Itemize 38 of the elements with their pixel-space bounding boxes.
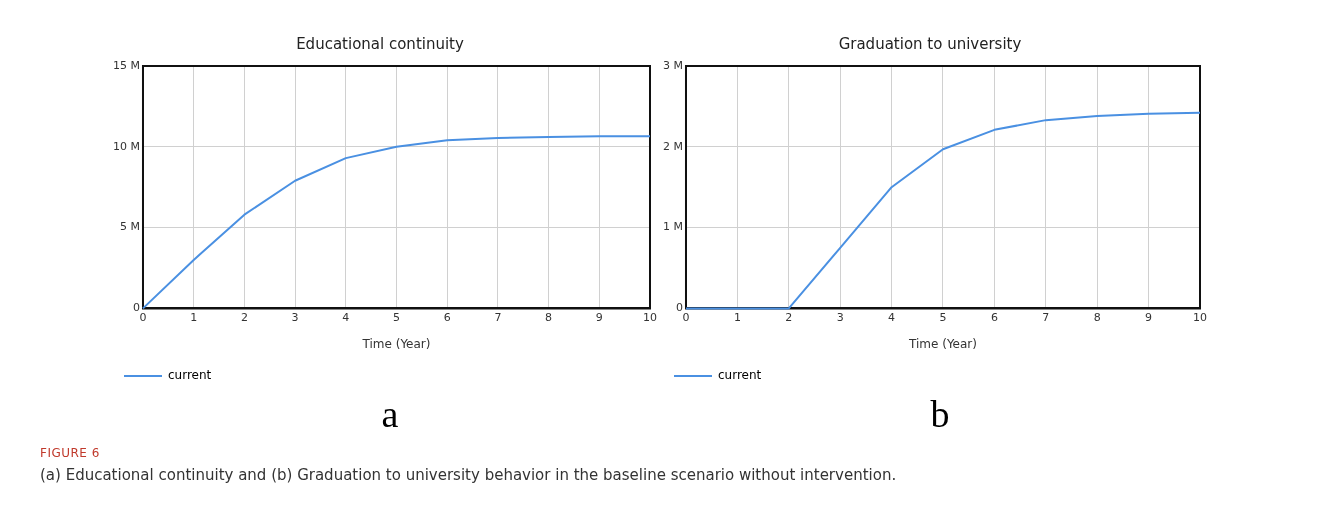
- x-tick-label: 3: [291, 310, 299, 324]
- x-tick-label: 10: [1193, 310, 1207, 324]
- x-tick-label: 9: [595, 310, 603, 324]
- x-tick-label: 7: [1042, 310, 1050, 324]
- y-tick-label: 0: [132, 301, 140, 315]
- text: FIGURE 6: [40, 446, 101, 460]
- y-tick-label: 15 M: [113, 58, 140, 72]
- x-tick-label: 8: [545, 310, 553, 324]
- text: a: [380, 392, 400, 436]
- x-tick-label: 4: [342, 310, 350, 324]
- x-tick-label: 6: [443, 310, 451, 324]
- x-tick-label: 7: [494, 310, 502, 324]
- y-tick-label: 10 M: [113, 139, 140, 153]
- y-tick-label: 3 M: [662, 58, 683, 72]
- y-tick-label: 2 M: [662, 139, 683, 153]
- chart-title: Graduation to university: [838, 34, 1022, 53]
- x-tick-label: 1: [190, 310, 198, 324]
- y-tick-label: 1 M: [662, 220, 683, 234]
- x-axis-title: Time (Year): [908, 336, 977, 351]
- x-tick-label: 5: [939, 310, 947, 324]
- x-tick-label: 8: [1093, 310, 1101, 324]
- x-tick-label: 1: [733, 310, 741, 324]
- y-tick-label: 0: [675, 301, 683, 315]
- x-tick-label: 2: [785, 310, 793, 324]
- y-tick-label: 5 M: [119, 220, 140, 234]
- x-tick-label: 6: [990, 310, 998, 324]
- x-tick-label: 4: [888, 310, 896, 324]
- x-tick-label: 10: [643, 310, 657, 324]
- x-axis-title: Time (Year): [361, 336, 431, 351]
- legend-label: current: [718, 368, 762, 383]
- text: (a) Educational continuity and (b) Graduation to university behavior in the baseline scenario without intervention.: [40, 466, 898, 484]
- legend-label: current: [168, 368, 212, 383]
- x-tick-label: 5: [392, 310, 400, 324]
- chart-title: Educational continuity: [296, 34, 464, 53]
- text: b: [929, 392, 951, 436]
- x-tick-label: 9: [1145, 310, 1153, 324]
- x-tick-label: 3: [836, 310, 844, 324]
- x-tick-label: 2: [240, 310, 248, 324]
